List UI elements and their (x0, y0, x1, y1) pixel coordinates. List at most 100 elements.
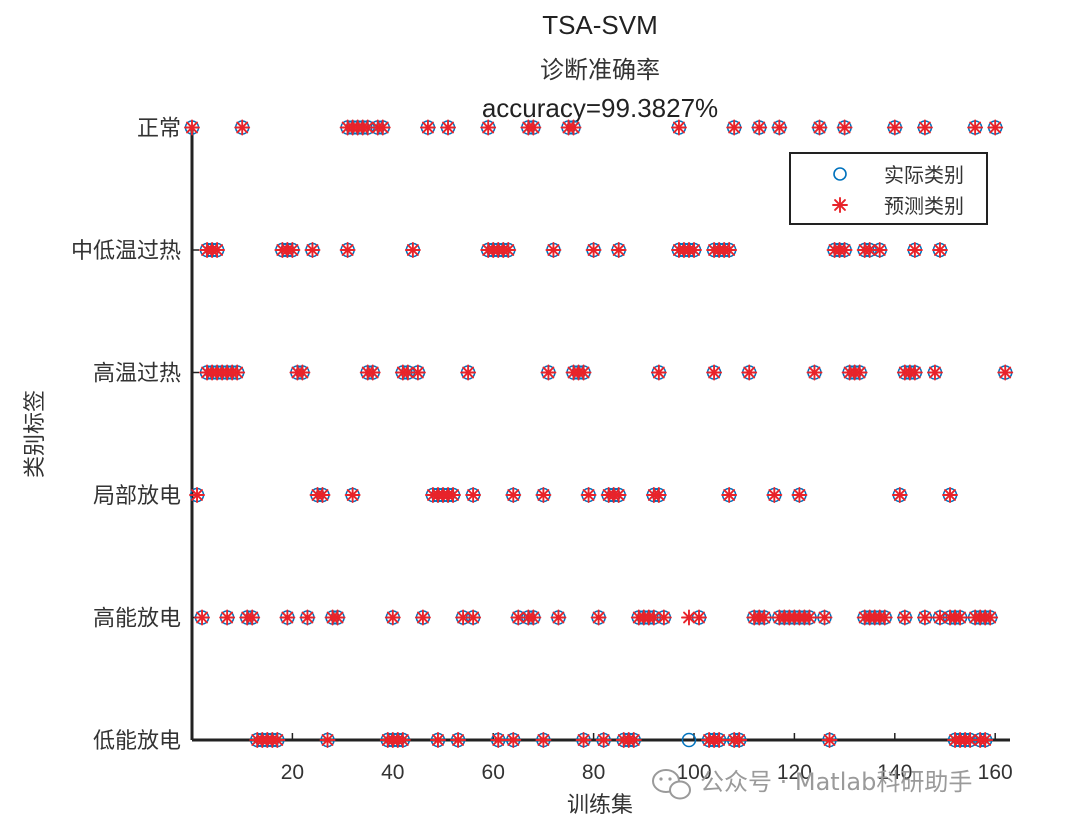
legend-label-predicted: 预测类别 (884, 194, 964, 218)
predicted-point (836, 242, 853, 258)
predicted-point (364, 364, 381, 381)
predicted-point (394, 732, 411, 748)
predicted-point (801, 609, 818, 626)
x-axis-label: 训练集 (567, 793, 633, 818)
predicted-point (766, 487, 783, 503)
predicted-point (726, 119, 743, 136)
x-tick-label: 140 (877, 761, 912, 784)
predicted-point (706, 364, 723, 381)
predicted-point (952, 609, 969, 626)
predicted-point (209, 242, 226, 258)
predicted-point (580, 487, 597, 503)
predicted-point (650, 487, 667, 503)
predicted-point (851, 364, 868, 381)
predicted-point (450, 732, 467, 748)
predicted-point (404, 242, 421, 258)
predicted-point (535, 487, 552, 503)
watermark: 公众号 · Matlab科研助手 (652, 768, 972, 800)
predicted-point (595, 732, 612, 748)
predicted-point (419, 119, 436, 136)
y-axis-label: 类别标签 (23, 390, 48, 478)
chart-subtitle: 诊断准确率 (540, 56, 660, 84)
predicted-point (229, 364, 246, 381)
predicted-point (269, 732, 286, 748)
predicted-point (987, 119, 1004, 136)
predicted-point (550, 609, 567, 626)
predicted-point (610, 242, 627, 258)
predicted-point (791, 487, 808, 503)
legend: 实际类别 预测类别 (789, 152, 988, 225)
predicted-point (304, 242, 321, 258)
predicted-point (610, 487, 627, 503)
predicted-point (751, 119, 768, 136)
predicted-point (891, 487, 908, 503)
predicted-point (982, 609, 999, 626)
predicted-point (184, 119, 200, 136)
predicted-point (731, 732, 748, 748)
predicted-point (721, 487, 738, 503)
predicted-point (490, 732, 507, 748)
y-tick-label: 局部放电 (93, 484, 181, 509)
y-tick-label: 高能放电 (93, 607, 181, 632)
predicted-point (625, 732, 642, 748)
predicted-point (399, 364, 416, 381)
wechat-icon (652, 769, 691, 800)
legend-asterisk-marker (832, 197, 848, 213)
predicted-point (711, 732, 728, 748)
predicted-point (525, 609, 542, 626)
watermark-text: 公众号 · Matlab科研助手 (700, 768, 972, 796)
predicted-point (319, 732, 336, 748)
predicted-point (806, 364, 823, 381)
predicted-point (836, 119, 853, 136)
predicted-point (655, 609, 672, 626)
predicted-point (409, 364, 426, 381)
predicted-point (440, 119, 456, 136)
predicted-point (339, 242, 356, 258)
predicted-point (374, 119, 391, 136)
predicted-point (650, 364, 667, 381)
predicted-point (505, 487, 522, 503)
predicted-point (430, 732, 446, 748)
predicted-point (645, 609, 662, 626)
predicted-point (465, 487, 482, 503)
predicted-point (329, 609, 346, 626)
y-tick-label: 高温过热 (93, 362, 181, 387)
predicted-point (234, 119, 251, 136)
x-tick-label: 80 (582, 761, 605, 784)
x-ticks: 20 40 60 80 100 120 140 160 (281, 733, 1013, 784)
legend-asterisk (832, 197, 848, 213)
y-tick-label: 正常 (137, 117, 181, 142)
chart-title: TSA-SVM (542, 10, 658, 40)
predicted-point (876, 609, 893, 626)
predicted-point (540, 364, 557, 381)
actual-point (681, 732, 697, 748)
predicted-point (480, 119, 497, 136)
predicted-point (219, 609, 236, 626)
predicted-point (916, 609, 933, 626)
predicted-point (575, 732, 592, 748)
predicted-point (585, 242, 602, 258)
y-tick-label: 中低温过热 (71, 239, 181, 264)
predicted-point (505, 732, 522, 748)
predicted-point (545, 242, 562, 258)
legend-label-actual: 实际类别 (884, 163, 964, 187)
predicted-point (460, 364, 477, 381)
predicted-point (344, 487, 361, 503)
predicted-point (670, 119, 687, 136)
legend-box (789, 152, 988, 225)
predicted-point (741, 364, 758, 381)
predicted-point (886, 119, 903, 136)
predicted-point (977, 732, 994, 748)
x-tick-label: 100 (676, 761, 711, 784)
predicted-point (590, 609, 607, 626)
y-ticks: 低能放电 高能放电 局部放电 高温过热 中低温过热 正常 (71, 117, 199, 754)
predicted-point (811, 119, 828, 136)
series-predicted (184, 119, 1014, 748)
predicted-point (871, 242, 888, 258)
x-tick-label: 120 (777, 761, 812, 784)
predicted-point (906, 242, 923, 258)
predicted-point (465, 609, 482, 626)
predicted-point (691, 609, 707, 626)
predicted-point (299, 609, 316, 626)
predicted-point (525, 119, 542, 136)
